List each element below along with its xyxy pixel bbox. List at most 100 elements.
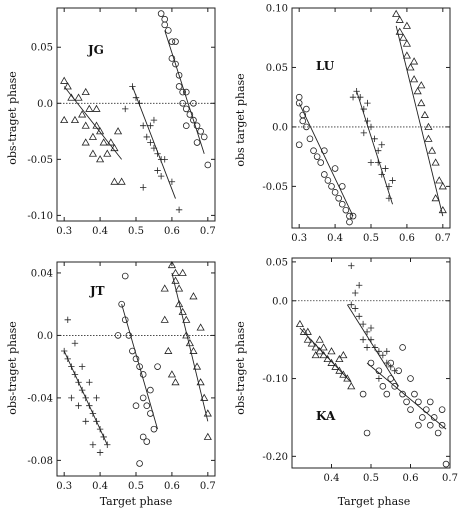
y-axis-title-lu: obs target phase [234,73,247,166]
triangle-marker [343,374,352,382]
circle-marker [175,71,183,79]
circle-marker [403,398,410,406]
triangle-marker [410,57,419,65]
triangle-marker [392,9,401,17]
regression-line [299,327,352,383]
x-tick-label: 0.3 [56,481,72,492]
circle-marker [434,429,442,437]
circle-marker [186,111,194,118]
y-tick-label: 0.05 [266,63,288,74]
circle-marker [342,206,350,214]
triangle-marker [182,315,191,323]
triangle-marker [196,323,205,331]
circle-marker [143,438,151,445]
triangle-marker [339,351,348,359]
triangle-marker [335,366,344,374]
plus-marker [60,347,68,355]
triangle-marker [164,346,173,354]
plus-marker [122,105,129,113]
x-tick-label: 0.3 [56,226,72,237]
triangle-marker [402,51,411,59]
triangle-marker [331,362,340,370]
circle-marker [438,406,446,413]
regression-line [366,362,447,430]
triangle-marker [347,382,356,390]
circle-marker [136,363,143,370]
regression-line [346,304,400,387]
x-tick-label: 0.4 [92,481,108,492]
plus-marker [367,159,375,166]
circle-marker [338,200,346,208]
triangle-marker [435,176,444,184]
y-tick-label: -0.05 [262,182,288,193]
panel-label-jt: JT [89,284,105,298]
circle-marker [313,153,321,160]
plus-marker [383,359,390,367]
plus-marker [147,139,154,146]
plus-marker [364,117,371,125]
plus-marker [352,305,359,312]
plus-marker [359,320,367,328]
plus-marker [104,441,111,448]
circle-marker [430,414,438,421]
plus-marker [355,282,363,289]
circle-marker [411,390,418,398]
plus-marker [96,449,104,456]
regression-line [298,102,354,217]
plus-marker [147,122,154,129]
circle-marker [338,183,346,190]
circle-marker [139,433,147,441]
triangle-marker [113,127,123,135]
triangle-marker [311,351,320,359]
triangle-marker [402,21,411,29]
y-tick-label: 0.0 [272,296,288,307]
plus-marker [161,156,168,163]
triangle-marker [70,115,80,124]
x-tick-label: 0.7 [200,481,216,492]
triangle-marker [295,319,304,328]
triangle-marker [420,110,429,118]
regression-line [395,25,444,217]
plus-marker [378,171,385,178]
y-tick-label: 0.0 [37,99,53,110]
circle-marker [165,27,172,34]
triangle-marker [427,146,437,154]
circle-marker [193,122,201,130]
panel-ka: KA obs-traget phase Target phase 0.4 0.5 0… [234,257,458,508]
triangle-marker [323,354,332,363]
circle-marker [179,99,186,107]
plus-marker [352,289,359,297]
circle-marker [295,93,303,101]
panel-label-jg: JG [87,43,104,57]
triangle-marker [167,260,176,269]
plus-marker [389,177,396,184]
x-tick-label: 0.6 [164,226,180,237]
circle-marker [383,390,391,398]
circle-marker [295,99,303,107]
plot-frame-ka [291,257,451,469]
y-axis-title-ka: obs-traget phase [234,321,247,415]
plus-marker [168,178,176,185]
panel-jg: JG obs-traget phase 0.3 0.4 0.5 0.6 0.7 -0.10… [6,7,216,237]
circle-marker [139,371,147,378]
circle-marker [200,133,208,141]
x-tick-label: 0.5 [128,226,144,237]
plus-marker [379,352,387,359]
circle-marker [438,421,446,429]
triangle-marker [319,343,328,351]
x-axis-title-ka: Target phase [338,495,411,508]
plus-marker [154,167,161,174]
circle-marker [118,300,125,308]
circle-marker [172,38,179,45]
triangle-marker [413,87,422,95]
circle-marker [331,165,339,172]
plus-marker [75,402,82,409]
circle-marker [328,183,335,190]
y-tick-label: 0.0 [272,122,288,133]
triangle-marker [175,299,184,308]
triangle-marker [203,432,212,440]
circle-marker [168,38,176,45]
x-tick-label: 0.4 [324,473,340,484]
triangle-marker [438,182,447,190]
plus-marker [78,363,86,370]
